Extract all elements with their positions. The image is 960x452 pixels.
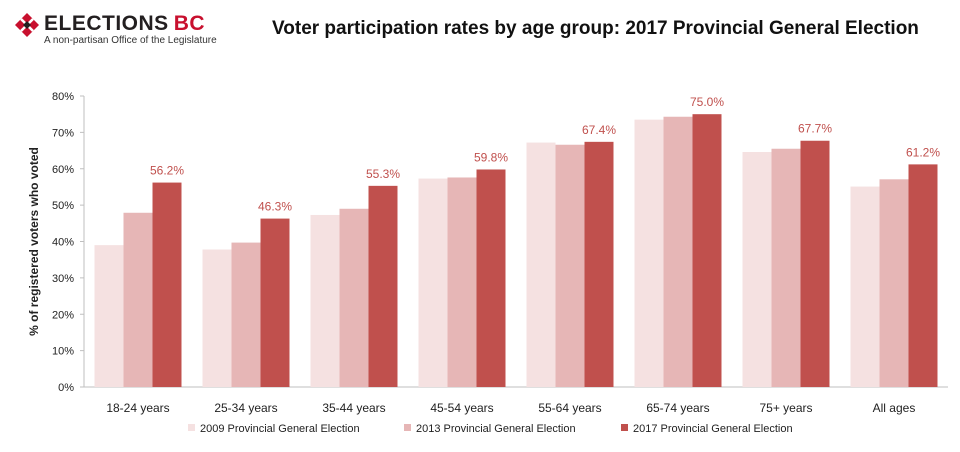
- elections-bc-emblem-icon: [15, 13, 39, 37]
- category-label: 75+ years: [759, 401, 812, 415]
- logo-name: ELECTIONS: [44, 12, 169, 35]
- data-labels: 56.2% 46.3% 55.3% 59.8% 67.4% 75.0% 67.7% 61.2%: [150, 95, 940, 213]
- y-tick-label: 30%: [52, 273, 74, 285]
- bar-3-6: [692, 114, 722, 387]
- data-label: 59.8%: [474, 150, 508, 164]
- category-label: 65-74 years: [646, 401, 709, 415]
- category-label: 35-44 years: [322, 401, 385, 415]
- y-tick-label: 70%: [52, 127, 74, 139]
- bar-2-3: [339, 208, 369, 387]
- y-tick-label: 50%: [52, 200, 74, 212]
- category-label: 45-54 years: [430, 401, 493, 415]
- bar-2-8: [879, 179, 909, 387]
- bar-1-1: [94, 245, 124, 387]
- bar-3-2: [260, 218, 290, 387]
- legend-label: 2017 Provincial General Election: [633, 423, 793, 435]
- bar-2-6: [663, 116, 693, 387]
- bar-1-5: [526, 142, 556, 387]
- y-tick-label: 0%: [58, 382, 74, 394]
- bar-3-1: [152, 182, 182, 387]
- bar-1-3: [310, 214, 340, 387]
- bars: [94, 114, 938, 388]
- data-label: 56.2%: [150, 164, 184, 178]
- elections-bc-logo: ELECTIONS BC A non-partisan Office of the…: [14, 12, 254, 48]
- legend-swatch: [404, 424, 411, 431]
- data-label: 67.7%: [798, 122, 832, 136]
- bar-1-2: [202, 249, 232, 387]
- data-label: 55.3%: [366, 167, 400, 181]
- bar-2-2: [231, 242, 261, 387]
- y-tick-label: 20%: [52, 309, 74, 321]
- legend-swatch: [621, 424, 628, 431]
- legend-label: 2013 Provincial General Election: [416, 423, 576, 435]
- y-axis-ticks: 0% 10% 20% 30% 40% 50% 60% 70% 80%: [52, 91, 84, 394]
- data-label: 46.3%: [258, 200, 292, 214]
- chart-title: Voter participation rates by age group: …: [272, 18, 919, 39]
- bar-2-5: [555, 144, 585, 387]
- y-tick-label: 80%: [52, 91, 74, 103]
- data-label: 75.0%: [690, 95, 724, 109]
- category-label: All ages: [873, 401, 916, 415]
- legend-swatch: [188, 424, 195, 431]
- legend-label: 2009 Provincial General Election: [200, 423, 360, 435]
- category-label: 25-34 years: [214, 401, 277, 415]
- bar-1-7: [742, 152, 772, 387]
- bar-3-5: [584, 141, 614, 387]
- data-label: 61.2%: [906, 145, 940, 159]
- y-axis-label: % of registered voters who voted: [27, 147, 41, 336]
- bar-3-3: [368, 185, 398, 387]
- logo-suffix: BC: [173, 12, 206, 35]
- bar-1-6: [634, 119, 664, 388]
- category-label: 55-64 years: [538, 401, 601, 415]
- bar-2-1: [123, 212, 153, 387]
- bar-2-7: [771, 148, 801, 387]
- bar-2-4: [447, 177, 477, 387]
- bar-3-8: [908, 164, 938, 387]
- bar-1-8: [850, 186, 880, 387]
- logo-wordmark: ELECTIONS BC: [44, 12, 205, 36]
- bar-3-4: [476, 169, 506, 387]
- bar-3-7: [800, 140, 830, 387]
- bar-1-4: [418, 178, 448, 387]
- legend: 2009 Provincial General Election 2013 Pro…: [188, 423, 793, 435]
- y-tick-label: 60%: [52, 164, 74, 176]
- data-label: 67.4%: [582, 123, 616, 137]
- category-label: 18-24 years: [106, 401, 169, 415]
- logo-tagline: A non-partisan Office of the Legislature: [44, 35, 217, 46]
- category-labels: 18-24 years 25-34 years 35-44 years 45-54 y…: [106, 401, 915, 415]
- y-tick-label: 40%: [52, 237, 74, 249]
- y-tick-label: 10%: [52, 346, 74, 358]
